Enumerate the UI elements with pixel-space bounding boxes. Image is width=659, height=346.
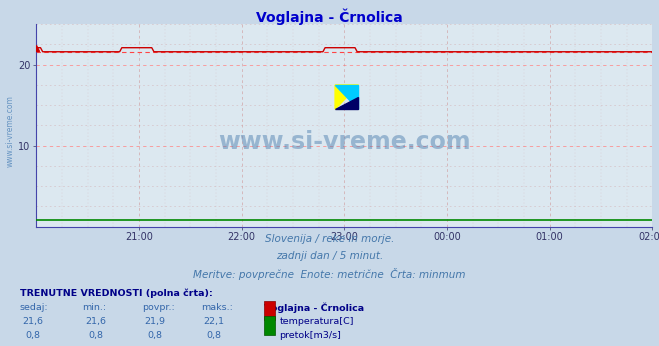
Text: 0,8: 0,8 <box>148 331 162 340</box>
Text: sedaj:: sedaj: <box>20 303 48 312</box>
Text: zadnji dan / 5 minut.: zadnji dan / 5 minut. <box>276 251 383 261</box>
Text: min.:: min.: <box>82 303 107 312</box>
Text: 21,9: 21,9 <box>144 317 165 326</box>
Text: Voglajna - Črnolica: Voglajna - Črnolica <box>264 303 364 313</box>
Text: maks.:: maks.: <box>201 303 233 312</box>
Text: 0,8: 0,8 <box>88 331 103 340</box>
Text: www.si-vreme.com: www.si-vreme.com <box>5 95 14 167</box>
Text: 21,6: 21,6 <box>22 317 43 326</box>
Polygon shape <box>335 85 358 109</box>
Polygon shape <box>335 85 358 109</box>
Text: Slovenija / reke in morje.: Slovenija / reke in morje. <box>265 234 394 244</box>
Text: 0,8: 0,8 <box>207 331 221 340</box>
Text: 21,6: 21,6 <box>85 317 106 326</box>
Text: pretok[m3/s]: pretok[m3/s] <box>279 331 341 340</box>
Text: povpr.:: povpr.: <box>142 303 175 312</box>
Polygon shape <box>335 97 358 109</box>
Text: TRENUTNE VREDNOSTI (polna črta):: TRENUTNE VREDNOSTI (polna črta): <box>20 289 212 298</box>
Text: Voglajna - Črnolica: Voglajna - Črnolica <box>256 9 403 25</box>
Text: 0,8: 0,8 <box>26 331 40 340</box>
Text: temperatura[C]: temperatura[C] <box>279 317 354 326</box>
Text: Meritve: povprečne  Enote: metrične  Črta: minmum: Meritve: povprečne Enote: metrične Črta:… <box>193 268 466 280</box>
Text: 22,1: 22,1 <box>204 317 225 326</box>
Text: www.si-vreme.com: www.si-vreme.com <box>218 130 471 154</box>
